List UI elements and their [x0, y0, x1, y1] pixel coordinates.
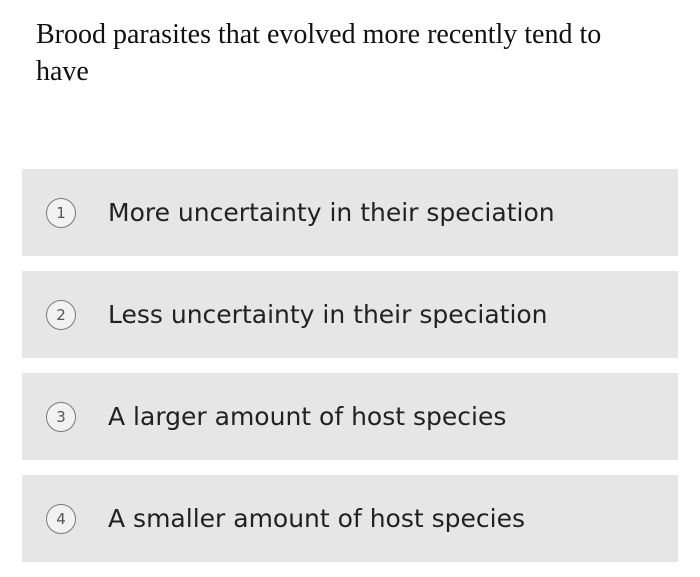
option-label: Less uncertainty in their speciation [108, 300, 548, 329]
answer-option-2[interactable]: 2 Less uncertainty in their speciation [22, 271, 678, 358]
option-number-badge: 3 [46, 402, 76, 432]
option-number-badge: 1 [46, 198, 76, 228]
option-label: More uncertainty in their speciation [108, 198, 555, 227]
answer-option-3[interactable]: 3 A larger amount of host species [22, 373, 678, 460]
answer-option-1[interactable]: 1 More uncertainty in their speciation [22, 169, 678, 256]
option-number-badge: 2 [46, 300, 76, 330]
option-number-badge: 4 [46, 504, 76, 534]
option-label: A larger amount of host species [108, 402, 507, 431]
option-label: A smaller amount of host species [108, 504, 525, 533]
question-text: Brood parasites that evolved more recent… [36, 19, 602, 87]
answer-option-4[interactable]: 4 A smaller amount of host species [22, 475, 678, 562]
